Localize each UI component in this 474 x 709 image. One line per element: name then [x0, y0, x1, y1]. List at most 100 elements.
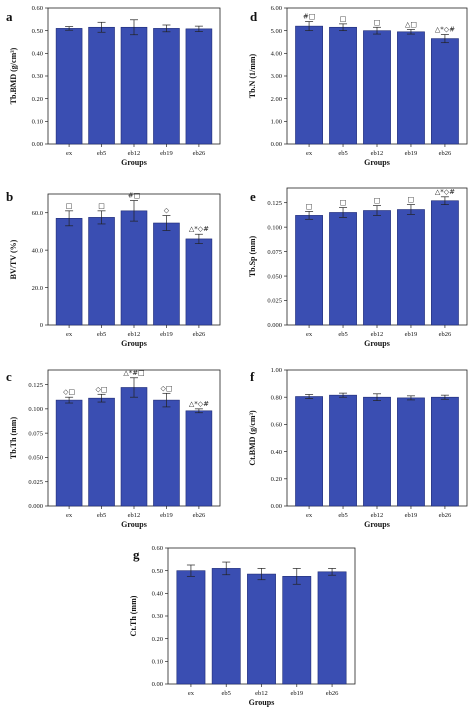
x-tick-label: ex	[306, 512, 313, 519]
bar-eb26	[185, 28, 213, 145]
x-tick-label: eb26	[193, 512, 206, 519]
bar-eb12	[120, 210, 148, 326]
bar-eb19	[397, 397, 425, 507]
panel-label: a	[6, 9, 13, 24]
bar-eb12	[363, 210, 391, 326]
y-axis-label: Ct.Th (mm)	[129, 595, 138, 636]
x-tick-label: eb26	[326, 690, 339, 697]
x-tick-label: ex	[306, 331, 313, 338]
y-tick-label: 0.075	[28, 430, 43, 437]
bar-ex	[295, 396, 323, 507]
bar-ex	[176, 570, 206, 685]
y-tick-label: 0.40	[271, 449, 282, 456]
y-axis-label: Tb.Th (mm)	[9, 417, 18, 460]
bar-eb19	[397, 31, 425, 145]
x-tick-label: eb5	[97, 512, 106, 519]
y-tick-label: 0	[40, 322, 43, 329]
bar-eb19	[153, 399, 180, 507]
x-tick-label: eb5	[222, 690, 231, 697]
bar-eb12	[363, 30, 391, 145]
y-tick-label: 20.0	[32, 285, 43, 292]
x-tick-label: ex	[66, 331, 73, 338]
x-tick-label: eb19	[160, 150, 173, 157]
bar-eb5	[88, 397, 115, 507]
significance-marker: △*◇#	[189, 225, 209, 233]
significance-marker: △□	[405, 21, 417, 29]
y-tick-label: 1.00	[271, 367, 282, 374]
significance-marker: ◇□	[160, 384, 172, 392]
y-tick-label: 0.00	[152, 681, 163, 688]
significance-marker: □	[374, 18, 381, 26]
significance-marker: □	[98, 202, 105, 210]
panel-label: e	[250, 189, 256, 204]
bar-ex	[55, 399, 83, 507]
panel-label: d	[250, 9, 258, 24]
bar-eb5	[211, 568, 241, 685]
significance-marker: □	[374, 197, 381, 205]
x-axis-label: Groups	[364, 520, 390, 529]
y-tick-label: 0.125	[267, 200, 282, 207]
y-tick-label: 0.075	[267, 249, 282, 256]
bar-eb26	[431, 38, 459, 145]
x-tick-label: eb5	[338, 331, 347, 338]
x-tick-label: eb26	[439, 512, 452, 519]
y-tick-label: 6.00	[271, 5, 282, 12]
y-tick-label: 0.50	[32, 28, 43, 35]
bar-eb26	[185, 238, 213, 326]
x-axis-label: Groups	[121, 158, 147, 167]
significance-marker: □	[306, 202, 313, 210]
significance-marker: □	[340, 15, 347, 23]
significance-marker: ◇□	[96, 385, 108, 393]
y-axis-label: Ct.BMD (g/cm³)	[248, 410, 257, 466]
x-tick-label: eb12	[255, 690, 268, 697]
x-tick-label: eb19	[405, 150, 418, 157]
panel-f: f 0.00 0.20 0.40 0.60 0.80 1.00 ex eb5 eb12 eb19 eb…	[248, 367, 468, 529]
bar-eb19	[282, 576, 312, 685]
y-tick-label: 0.40	[152, 591, 163, 598]
bar-eb12	[247, 573, 276, 685]
bar-eb5	[88, 217, 115, 326]
x-tick-label: eb5	[338, 150, 347, 157]
y-tick-label: 0.000	[28, 503, 43, 510]
bar-eb12	[363, 396, 391, 507]
x-tick-label: ex	[306, 150, 313, 157]
bar-ex	[55, 28, 83, 145]
y-axis-label: Tb.BMD (g/cm³)	[9, 47, 18, 104]
x-tick-label: eb12	[371, 150, 384, 157]
x-axis-label: Groups	[249, 698, 275, 707]
significance-marker: △*◇#	[435, 188, 455, 196]
significance-marker: □	[66, 202, 73, 210]
y-tick-label: 0.60	[271, 422, 282, 429]
panel-label: f	[250, 369, 255, 384]
bar-ex	[55, 218, 83, 326]
y-tick-label: 1.00	[271, 119, 282, 126]
significance-marker: #□	[303, 13, 315, 21]
panel-e: e 0.000 0.025 0.050 0.075 0.100 0.125 ex □ eb5 □ eb…	[248, 187, 468, 348]
significance-marker: #□	[128, 192, 140, 200]
panel-b: b 0 20.0 40.0 60.0 ex □ eb5 □ eb12 #□ eb19 ◇ eb26 △*◇#…	[6, 189, 221, 348]
x-axis-label: Groups	[121, 339, 147, 348]
y-tick-label: 0.025	[267, 298, 282, 305]
x-tick-label: eb12	[128, 331, 141, 338]
y-tick-label: 0.125	[28, 382, 43, 389]
panel-label: b	[6, 189, 13, 204]
y-tick-label: 0.30	[32, 73, 43, 80]
x-tick-label: eb5	[97, 150, 106, 157]
significance-marker: ◇□	[63, 388, 75, 396]
bar-eb19	[153, 222, 180, 326]
x-tick-label: eb26	[439, 150, 452, 157]
significance-marker: △*◇#	[189, 400, 209, 408]
x-tick-label: eb5	[338, 512, 347, 519]
bar-eb5	[88, 26, 115, 145]
panel-label: c	[6, 369, 12, 384]
x-tick-label: eb19	[160, 331, 173, 338]
y-tick-label: 40.0	[32, 247, 43, 254]
bar-eb12	[120, 26, 148, 145]
y-tick-label: 0.025	[28, 479, 43, 486]
y-tick-label: 0.60	[32, 5, 43, 12]
x-tick-label: eb26	[193, 150, 206, 157]
x-tick-label: eb19	[290, 690, 303, 697]
y-tick-label: 0.000	[267, 322, 282, 329]
panel-d: d 0.00 1.00 2.00 3.00 4.00 5.00 6.00 ex #□ eb5 □ eb1…	[248, 5, 468, 167]
